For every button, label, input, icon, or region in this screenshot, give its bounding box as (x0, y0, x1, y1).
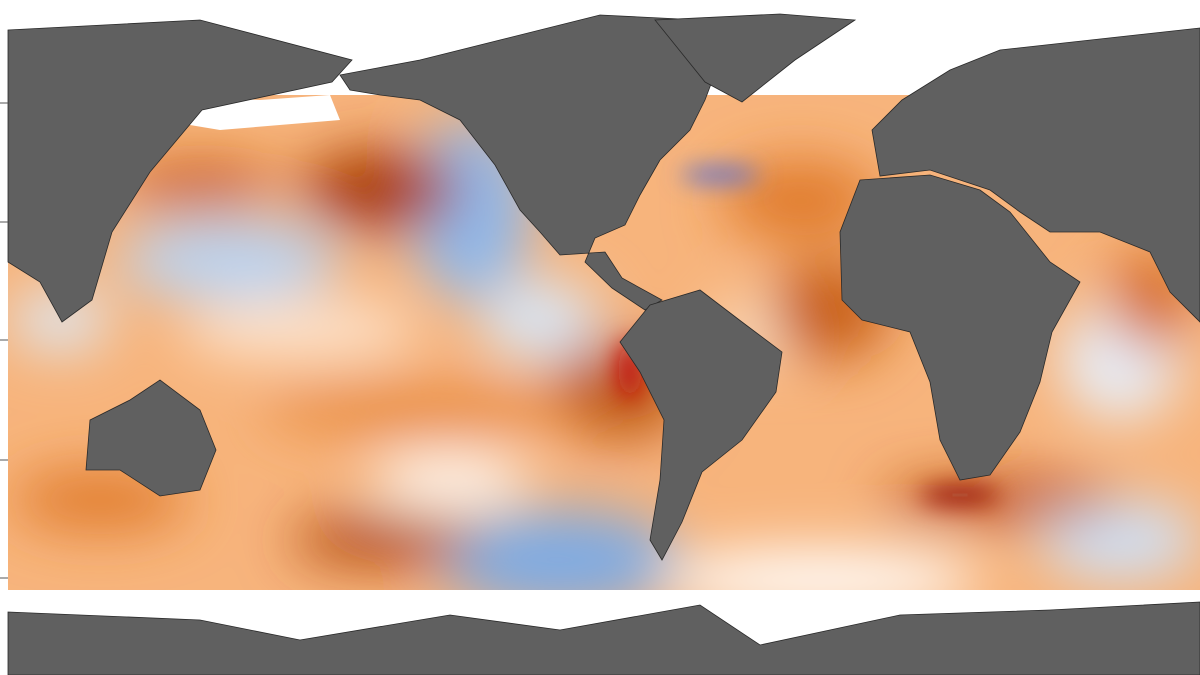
australia (85, 379, 217, 497)
land (7, 13, 1200, 675)
eurasia (871, 27, 1200, 323)
anomaly-field (10, 120, 1200, 610)
asia-west (7, 19, 353, 323)
greenland (654, 13, 857, 103)
anomaly-hotspots (618, 167, 1000, 503)
antarctica (7, 601, 1200, 675)
africa (839, 174, 1081, 481)
axis-ticks (0, 102, 8, 579)
south-america (619, 289, 783, 561)
